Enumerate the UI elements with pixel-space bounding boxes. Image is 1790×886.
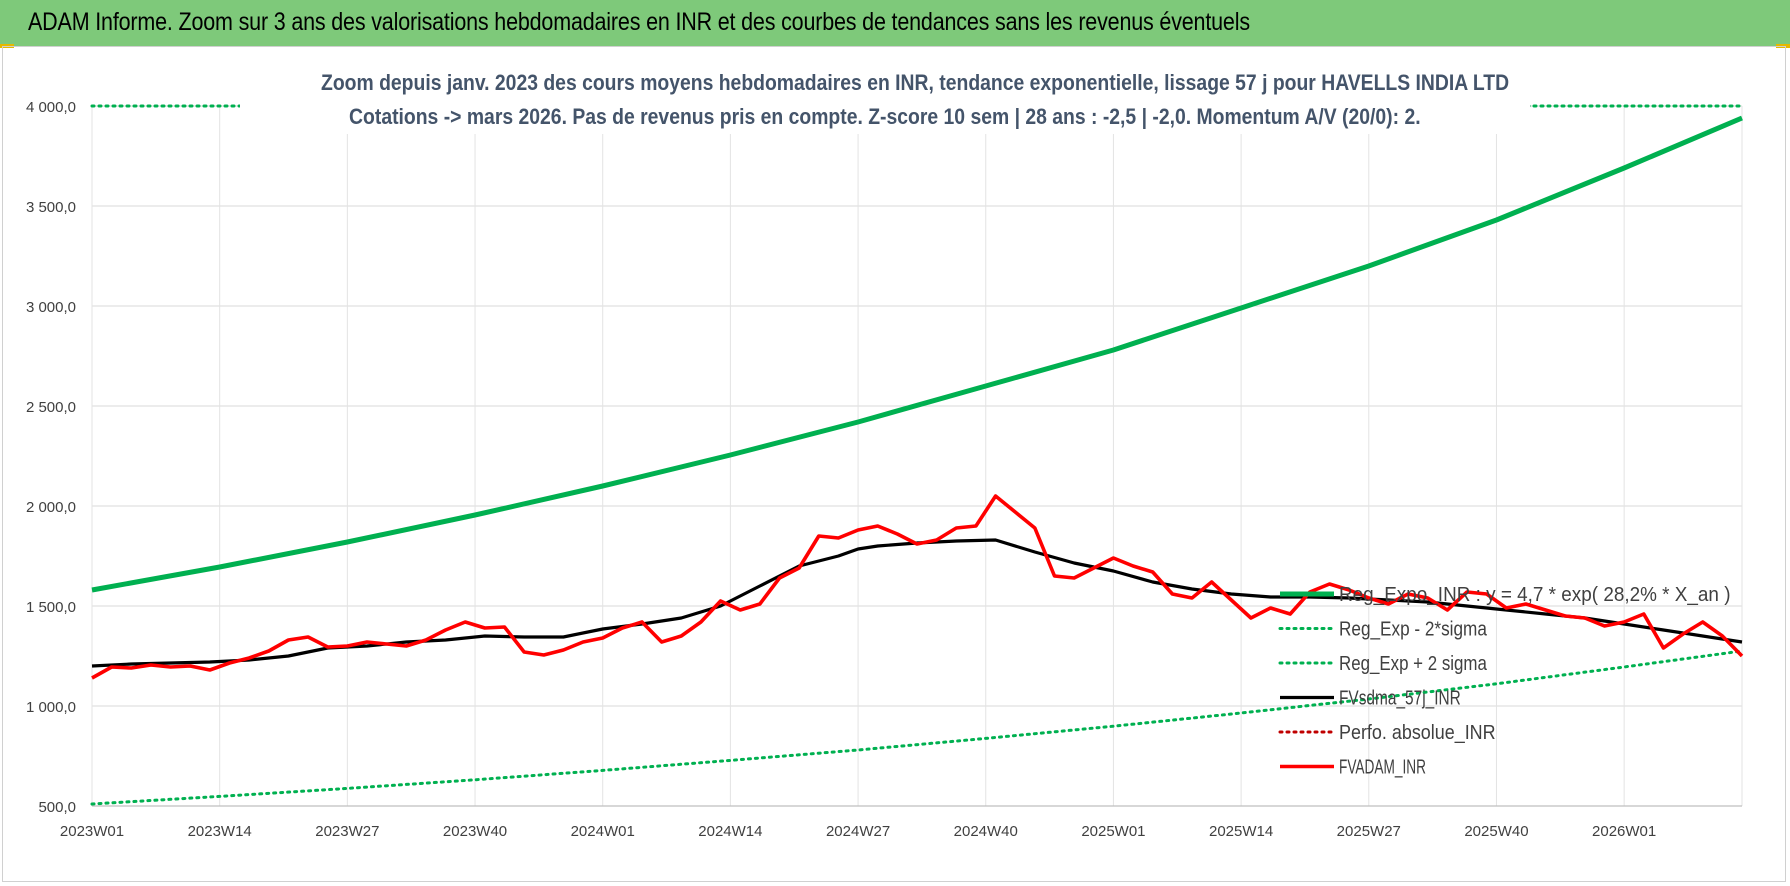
y-tick-label: 4 000,0	[26, 99, 76, 116]
legend-label: Reg_Expo_INR : y = 4,7 * exp( 28,2% * X_…	[1339, 584, 1731, 606]
x-tick-label: 2025W40	[1464, 823, 1528, 840]
chart-series	[90, 104, 1744, 806]
x-tick-label: 2023W27	[315, 823, 379, 840]
header-banner: ADAM Informe. Zoom sur 3 ans des valoris…	[0, 0, 1790, 47]
legend-label: Reg_Exp - 2*sigma	[1339, 619, 1488, 641]
chart-legend: Reg_Expo_INR : y = 4,7 * exp( 28,2% * X_…	[1278, 584, 1731, 779]
series-line-4	[91, 538, 1743, 668]
chart-subtitle: Cotations -> mars 2026. Pas de revenus p…	[240, 104, 1530, 134]
y-tick-label: 500,0	[38, 799, 76, 816]
y-tick-label: 3 500,0	[26, 199, 76, 216]
chart-title: Zoom depuis janv. 2023 des cours moyens …	[240, 70, 1530, 100]
series-line-2	[90, 649, 1744, 806]
legend-label: FVADAM_INR	[1339, 757, 1426, 779]
x-tick-label: 2024W01	[571, 823, 635, 840]
x-tick-label: 2026W01	[1592, 823, 1656, 840]
page-title: ADAM Informe. Zoom sur 3 ans des valoris…	[28, 8, 1250, 36]
series-line-6	[91, 494, 1744, 680]
legend-label: Reg_Exp + 2 sigma	[1339, 653, 1488, 675]
chart-frame	[2, 46, 1786, 882]
y-tick-label: 1 000,0	[26, 699, 76, 716]
x-axis-ticks: 2023W01 2023W14 2023W27 2023W40 2024W01 2024W…	[60, 823, 1656, 840]
x-tick-label: 2024W40	[954, 823, 1018, 840]
x-tick-label: 2023W01	[60, 823, 124, 840]
x-tick-label: 2024W27	[826, 823, 890, 840]
x-tick-label: 2025W01	[1081, 823, 1145, 840]
y-tick-label: 2 500,0	[26, 399, 76, 416]
x-tick-label: 2023W40	[443, 823, 507, 840]
chart-grid	[91, 105, 1743, 807]
y-tick-label: 1 500,0	[26, 599, 76, 616]
x-tick-label: 2023W14	[188, 823, 252, 840]
x-tick-label: 2025W27	[1337, 823, 1401, 840]
y-tick-label: 3 000,0	[26, 299, 76, 316]
y-tick-label: 2 000,0	[26, 499, 76, 516]
legend-label: FVsdma_57j_INR	[1339, 688, 1461, 710]
y-axis-ticks: 500,0 1 000,0 1 500,0 2 000,0 2 500,0 3 000,0…	[26, 99, 76, 816]
series-line-1	[91, 115, 1743, 593]
legend-label: Perfo. absolue_INR	[1339, 722, 1496, 744]
x-tick-label: 2025W14	[1209, 823, 1273, 840]
x-tick-label: 2024W14	[698, 823, 762, 840]
